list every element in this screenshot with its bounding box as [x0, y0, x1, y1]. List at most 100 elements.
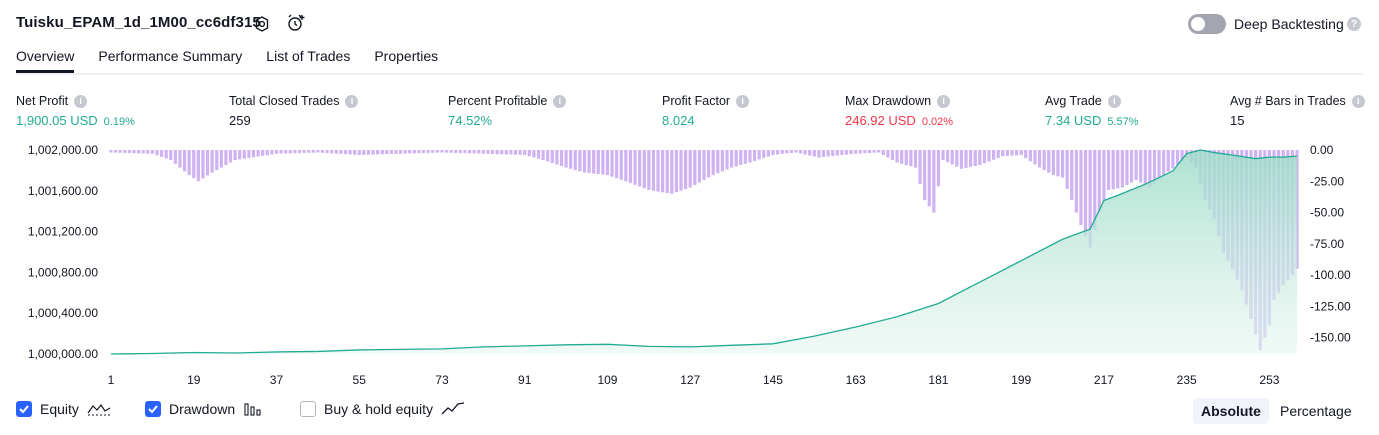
drawdown-bar [1006, 150, 1009, 156]
drawdown-bar [532, 150, 535, 158]
deep-backtesting-toggle[interactable] [1188, 14, 1226, 34]
strategy-title: Tuisku_EPAM_1d_1M00_cc6df315 [16, 14, 261, 31]
drawdown-bar [964, 150, 967, 168]
info-icon[interactable]: i [553, 95, 566, 108]
x-axis-tick-label: 127 [680, 373, 700, 387]
drawdown-bar [574, 150, 577, 170]
info-icon[interactable]: i [345, 95, 358, 108]
metric-max-drawdown: Max Drawdown i 246.92 USD 0.02% [845, 94, 953, 128]
drawdown-bar [335, 150, 338, 154]
drawdown-bar [477, 150, 480, 154]
drawdown-bar [256, 150, 259, 157]
drawdown-bar [868, 150, 871, 153]
drawdown-bar [937, 150, 940, 186]
drawdown-bar [537, 150, 540, 159]
left-y-axis: 1,002,000.00 1,001,600.00 1,001,200.00 1,00… [28, 143, 98, 361]
metric-value: 15 [1230, 113, 1244, 128]
percentage-button[interactable]: Percentage [1272, 398, 1360, 424]
drawdown-checkbox[interactable] [145, 401, 161, 417]
drawdown-bar [454, 150, 457, 153]
equity-drawdown-chart[interactable]: 1,002,000.00 1,001,600.00 1,001,200.00 1,00… [0, 135, 1379, 390]
drawdown-bar [620, 150, 623, 180]
add-alert-clock-icon[interactable] [286, 13, 306, 33]
metric-label: Total Closed Trades [229, 94, 339, 108]
info-icon[interactable]: i [937, 95, 950, 108]
drawdown-bar [252, 150, 255, 157]
right-axis-tick-label: 0.00 [1310, 143, 1334, 157]
drawdown-bar [882, 150, 885, 155]
drawdown-bar [1020, 150, 1023, 155]
drawdown-bar [689, 150, 692, 188]
drawdown-bar [684, 150, 687, 189]
drawdown-bar [229, 150, 232, 163]
buy-hold-checkbox[interactable] [300, 401, 316, 417]
drawdown-bar [353, 150, 356, 155]
drawdown-bar [1107, 150, 1110, 190]
drawdown-bar [790, 150, 793, 153]
drawdown-bar [781, 150, 784, 154]
drawdown-bar [234, 150, 237, 160]
metric-profit-factor: Profit Factor i 8.024 [662, 94, 749, 128]
left-axis-tick-label: 1,000,400.00 [28, 306, 98, 320]
drawdown-bar [509, 150, 512, 155]
legend-drawdown[interactable]: Drawdown [145, 401, 263, 417]
info-icon[interactable]: i [74, 95, 87, 108]
left-axis-tick-label: 1,001,200.00 [28, 225, 98, 239]
tab-performance-summary[interactable]: Performance Summary [98, 48, 242, 73]
drawdown-bar [312, 150, 315, 153]
info-icon[interactable]: i [1108, 95, 1121, 108]
metric-value: 7.34 USD [1045, 113, 1101, 128]
drawdown-bar [1056, 150, 1059, 176]
info-icon[interactable]: i [1352, 95, 1365, 108]
metric-value: 74.52% [448, 113, 492, 128]
tab-overview[interactable]: Overview [16, 48, 74, 73]
settings-gear-icon[interactable] [252, 14, 272, 34]
drawdown-bar [551, 150, 554, 163]
legend-buy-hold[interactable]: Buy & hold equity [300, 401, 465, 417]
equity-checkbox[interactable] [16, 401, 32, 417]
drawdown-bar [702, 150, 705, 180]
drawdown-bar [215, 150, 218, 170]
drawdown-bar [238, 150, 241, 159]
drawdown-bar [197, 150, 200, 181]
x-axis-tick-label: 37 [270, 373, 284, 387]
drawdown-bar [151, 150, 154, 154]
drawdown-bar [468, 150, 471, 153]
drawdown-bar [647, 150, 650, 190]
drawdown-bar [564, 150, 567, 168]
drawdown-bar [615, 150, 618, 178]
drawdown-bar [188, 150, 191, 175]
drawdown-bar [992, 150, 995, 160]
drawdown-bar [1157, 150, 1160, 179]
right-axis-tick-label: -50.00 [1310, 206, 1344, 220]
drawdown-bar [128, 150, 131, 153]
absolute-button[interactable]: Absolute [1193, 398, 1269, 424]
drawdown-bar [261, 150, 264, 156]
deep-backtesting-help-icon[interactable]: ? [1347, 17, 1361, 31]
drawdown-bar [817, 150, 820, 158]
toggle-knob [1191, 17, 1205, 31]
drawdown-bar [316, 150, 319, 153]
drawdown-bar [450, 150, 453, 153]
drawdown-bar [137, 150, 140, 153]
tab-list-of-trades[interactable]: List of Trades [266, 48, 350, 73]
drawdown-bar [629, 150, 632, 183]
drawdown-bar [1043, 150, 1046, 170]
drawdown-bar [358, 150, 361, 155]
drawdown-bar [1047, 150, 1050, 173]
drawdown-bar [1098, 150, 1101, 213]
drawdown-bar [1001, 150, 1004, 156]
legend-equity[interactable]: Equity [16, 401, 111, 417]
drawdown-bar [473, 150, 476, 153]
tab-properties[interactable]: Properties [374, 48, 438, 73]
drawdown-bar [367, 150, 370, 155]
drawdown-bar [606, 150, 609, 175]
drawdown-bar [307, 150, 310, 153]
drawdown-bar [362, 150, 365, 155]
drawdown-bar [399, 150, 402, 154]
line-chart-icon [441, 401, 465, 417]
metric-percent: 0.02% [922, 116, 953, 128]
drawdown-bar [730, 150, 733, 168]
info-icon[interactable]: i [736, 95, 749, 108]
drawdown-bar [178, 150, 181, 168]
